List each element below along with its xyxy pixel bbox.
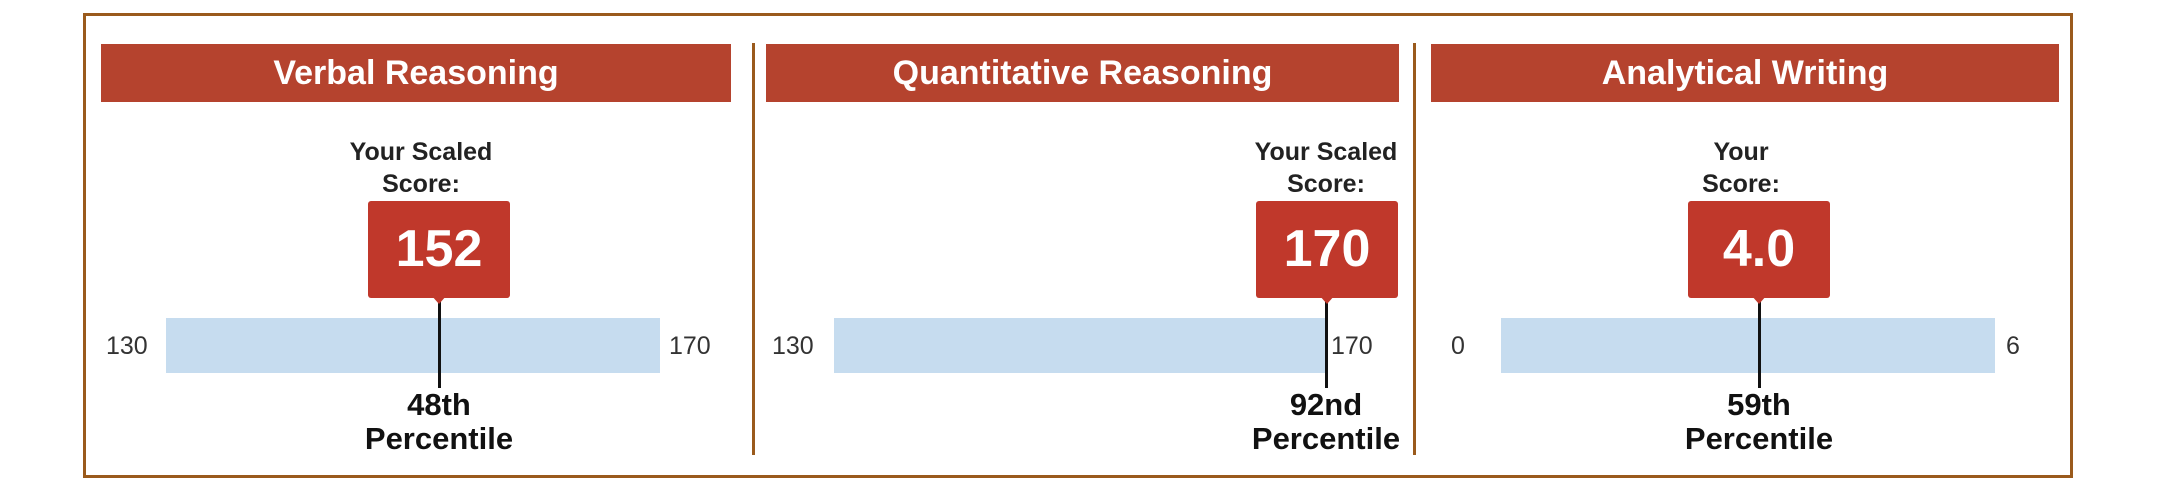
analytical-writing-panel: Analytical Writing Your Score: 0 6 4.0 5… [1416,16,2073,481]
range-max-label: 170 [669,332,711,360]
score-pointer-icon [1751,295,1767,304]
score-caption: Your Scaled Score: [311,136,531,200]
caption-line-2: Score: [1287,170,1365,198]
score-caption: Your Scaled Score: [1216,136,1436,200]
verbal-reasoning-panel: Verbal Reasoning Your Scaled Score: 130 … [86,16,751,481]
score-marker-line [1325,300,1328,388]
score-range-bar [834,318,1327,373]
percentile-value: 59th [1727,387,1791,422]
panel-header: Quantitative Reasoning [766,44,1399,102]
panel-divider [1413,43,1416,455]
percentile-word: Percentile [364,421,514,456]
score-value-box: 152 [368,201,510,298]
score-pointer-icon [431,295,447,304]
caption-line-2: Score: [1702,170,1780,198]
range-min-label: 0 [1451,332,1465,360]
percentile-word: Percentile [1251,421,1401,456]
range-min-label: 130 [106,332,148,360]
score-value-box: 4.0 [1688,201,1830,298]
quantitative-reasoning-panel: Quantitative Reasoning Your Scaled Score… [751,16,1416,481]
range-max-label: 6 [2006,332,2020,360]
percentile-label: 59th Percentile [1649,388,1869,456]
caption-line-1: Your Scaled [1254,138,1398,166]
score-caption: Your Score: [1631,136,1851,200]
score-report-frame: Verbal Reasoning Your Scaled Score: 130 … [83,13,2073,478]
score-pointer-icon [1319,295,1335,304]
percentile-label: 48th Percentile [329,388,549,456]
score-marker-line [1758,300,1761,388]
caption-line-1: Your Scaled [349,138,493,166]
percentile-label: 92nd Percentile [1216,388,1436,456]
percentile-word: Percentile [1684,421,1834,456]
range-min-label: 130 [772,332,814,360]
panel-header: Analytical Writing [1431,44,2059,102]
caption-line-1: Your [1713,138,1769,166]
percentile-value: 48th [407,387,471,422]
panel-divider [752,43,755,455]
panel-header: Verbal Reasoning [101,44,731,102]
score-marker-line [438,300,441,388]
range-max-label: 170 [1331,332,1373,360]
caption-line-2: Score: [382,170,460,198]
score-value-box: 170 [1256,201,1398,298]
score-range-bar [1501,318,1995,373]
score-range-bar [166,318,660,373]
percentile-value: 92nd [1289,387,1363,422]
